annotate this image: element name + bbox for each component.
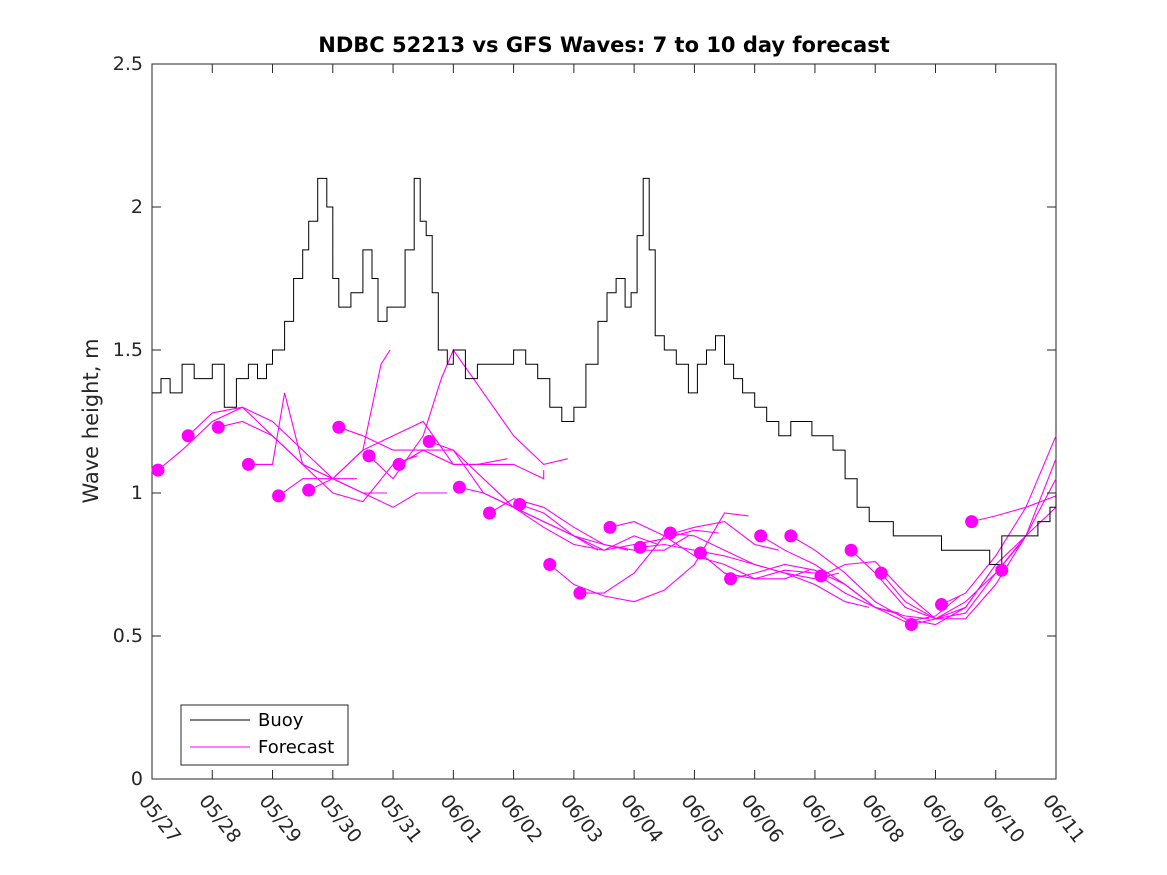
x-tick-label: 06/06 bbox=[737, 791, 788, 848]
forecast-run-line bbox=[971, 495, 1057, 523]
x-tick-label: 05/31 bbox=[375, 791, 426, 848]
forecast-run-line bbox=[941, 435, 1057, 605]
legend-box bbox=[180, 704, 349, 766]
y-axis-label: Wave height, m bbox=[79, 338, 103, 503]
forecast-point bbox=[181, 429, 195, 443]
forecast-run-line bbox=[519, 503, 719, 551]
forecast-point bbox=[934, 598, 948, 612]
legend-buoy-label: Buoy bbox=[258, 710, 304, 731]
forecast-point bbox=[603, 520, 617, 534]
x-tick-label: 06/09 bbox=[918, 791, 969, 848]
forecast-run-line bbox=[338, 426, 545, 480]
legend-forecast-label: Forecast bbox=[258, 737, 334, 758]
forecast-point bbox=[693, 546, 707, 560]
y-tick-label: 1.5 bbox=[113, 339, 143, 361]
forecast-point bbox=[513, 497, 527, 511]
forecast-run-line bbox=[579, 521, 779, 594]
x-tick-label: 06/11 bbox=[1038, 791, 1089, 848]
y-tick-label: 1 bbox=[131, 482, 143, 504]
forecast-point bbox=[965, 515, 979, 529]
y-tick-label: 0 bbox=[131, 768, 143, 790]
y-axis-ticks: 0 0.5 1 1.5 2 2.5 bbox=[113, 53, 1056, 790]
plot-frame bbox=[151, 63, 1057, 780]
chart-title: NDBC 52213 vs GFS Waves: 7 to 10 day for… bbox=[318, 33, 889, 57]
forecast-point bbox=[543, 558, 557, 571]
forecast-run-line bbox=[218, 349, 391, 480]
x-tick-label: 05/29 bbox=[255, 791, 306, 848]
forecast-point bbox=[362, 449, 376, 463]
forecast-point bbox=[814, 569, 828, 583]
x-tick-label: 06/02 bbox=[496, 791, 547, 848]
forecast-run-line bbox=[820, 544, 1021, 620]
forecast-point bbox=[151, 463, 165, 477]
y-tick-label: 2.5 bbox=[113, 53, 143, 75]
forecast-run-line bbox=[429, 440, 629, 551]
forecast-point bbox=[784, 529, 798, 543]
forecast-point bbox=[452, 480, 466, 494]
x-tick-label: 06/07 bbox=[797, 791, 848, 848]
forecast-point bbox=[211, 420, 225, 434]
forecast-point bbox=[573, 586, 587, 600]
forecast-run-line bbox=[790, 535, 991, 626]
forecast-run-line bbox=[640, 543, 840, 580]
forecast-run-line bbox=[278, 478, 448, 508]
forecast-run-line bbox=[911, 458, 1057, 626]
forecast-point bbox=[272, 489, 286, 503]
forecast-run-line bbox=[459, 486, 659, 551]
x-tick-label: 06/10 bbox=[978, 791, 1029, 848]
forecast-point bbox=[332, 420, 346, 434]
forecast-point bbox=[302, 483, 316, 497]
forecast-point bbox=[724, 572, 738, 586]
x-tick-label: 06/01 bbox=[435, 791, 486, 848]
x-tick-label: 05/30 bbox=[315, 791, 366, 848]
plot-area bbox=[151, 63, 1057, 780]
legend: Buoy Forecast bbox=[180, 704, 349, 766]
buoy-series-line bbox=[152, 177, 1057, 565]
forecast-point bbox=[482, 506, 496, 520]
forecast-point bbox=[663, 526, 677, 540]
x-tick-label: 06/08 bbox=[857, 791, 908, 848]
forecast-point bbox=[754, 529, 768, 543]
forecast-point bbox=[241, 457, 255, 471]
forecast-point bbox=[874, 566, 888, 580]
forecast-run-line bbox=[730, 563, 930, 620]
x-tick-label: 05/27 bbox=[134, 791, 185, 848]
x-tick-label: 06/04 bbox=[616, 791, 667, 848]
forecast-point bbox=[995, 563, 1009, 577]
y-tick-label: 2 bbox=[131, 196, 143, 218]
forecast-run-line bbox=[549, 512, 749, 603]
x-tick-label: 05/28 bbox=[194, 791, 245, 848]
forecast-point bbox=[844, 543, 858, 557]
forecast-point bbox=[904, 618, 918, 632]
x-tick-label: 06/05 bbox=[676, 791, 727, 848]
forecast-point bbox=[633, 540, 647, 554]
forecast-point bbox=[392, 457, 406, 471]
x-tick-label: 06/03 bbox=[556, 791, 607, 848]
y-tick-label: 0.5 bbox=[113, 625, 143, 647]
forecast-point bbox=[422, 435, 436, 449]
